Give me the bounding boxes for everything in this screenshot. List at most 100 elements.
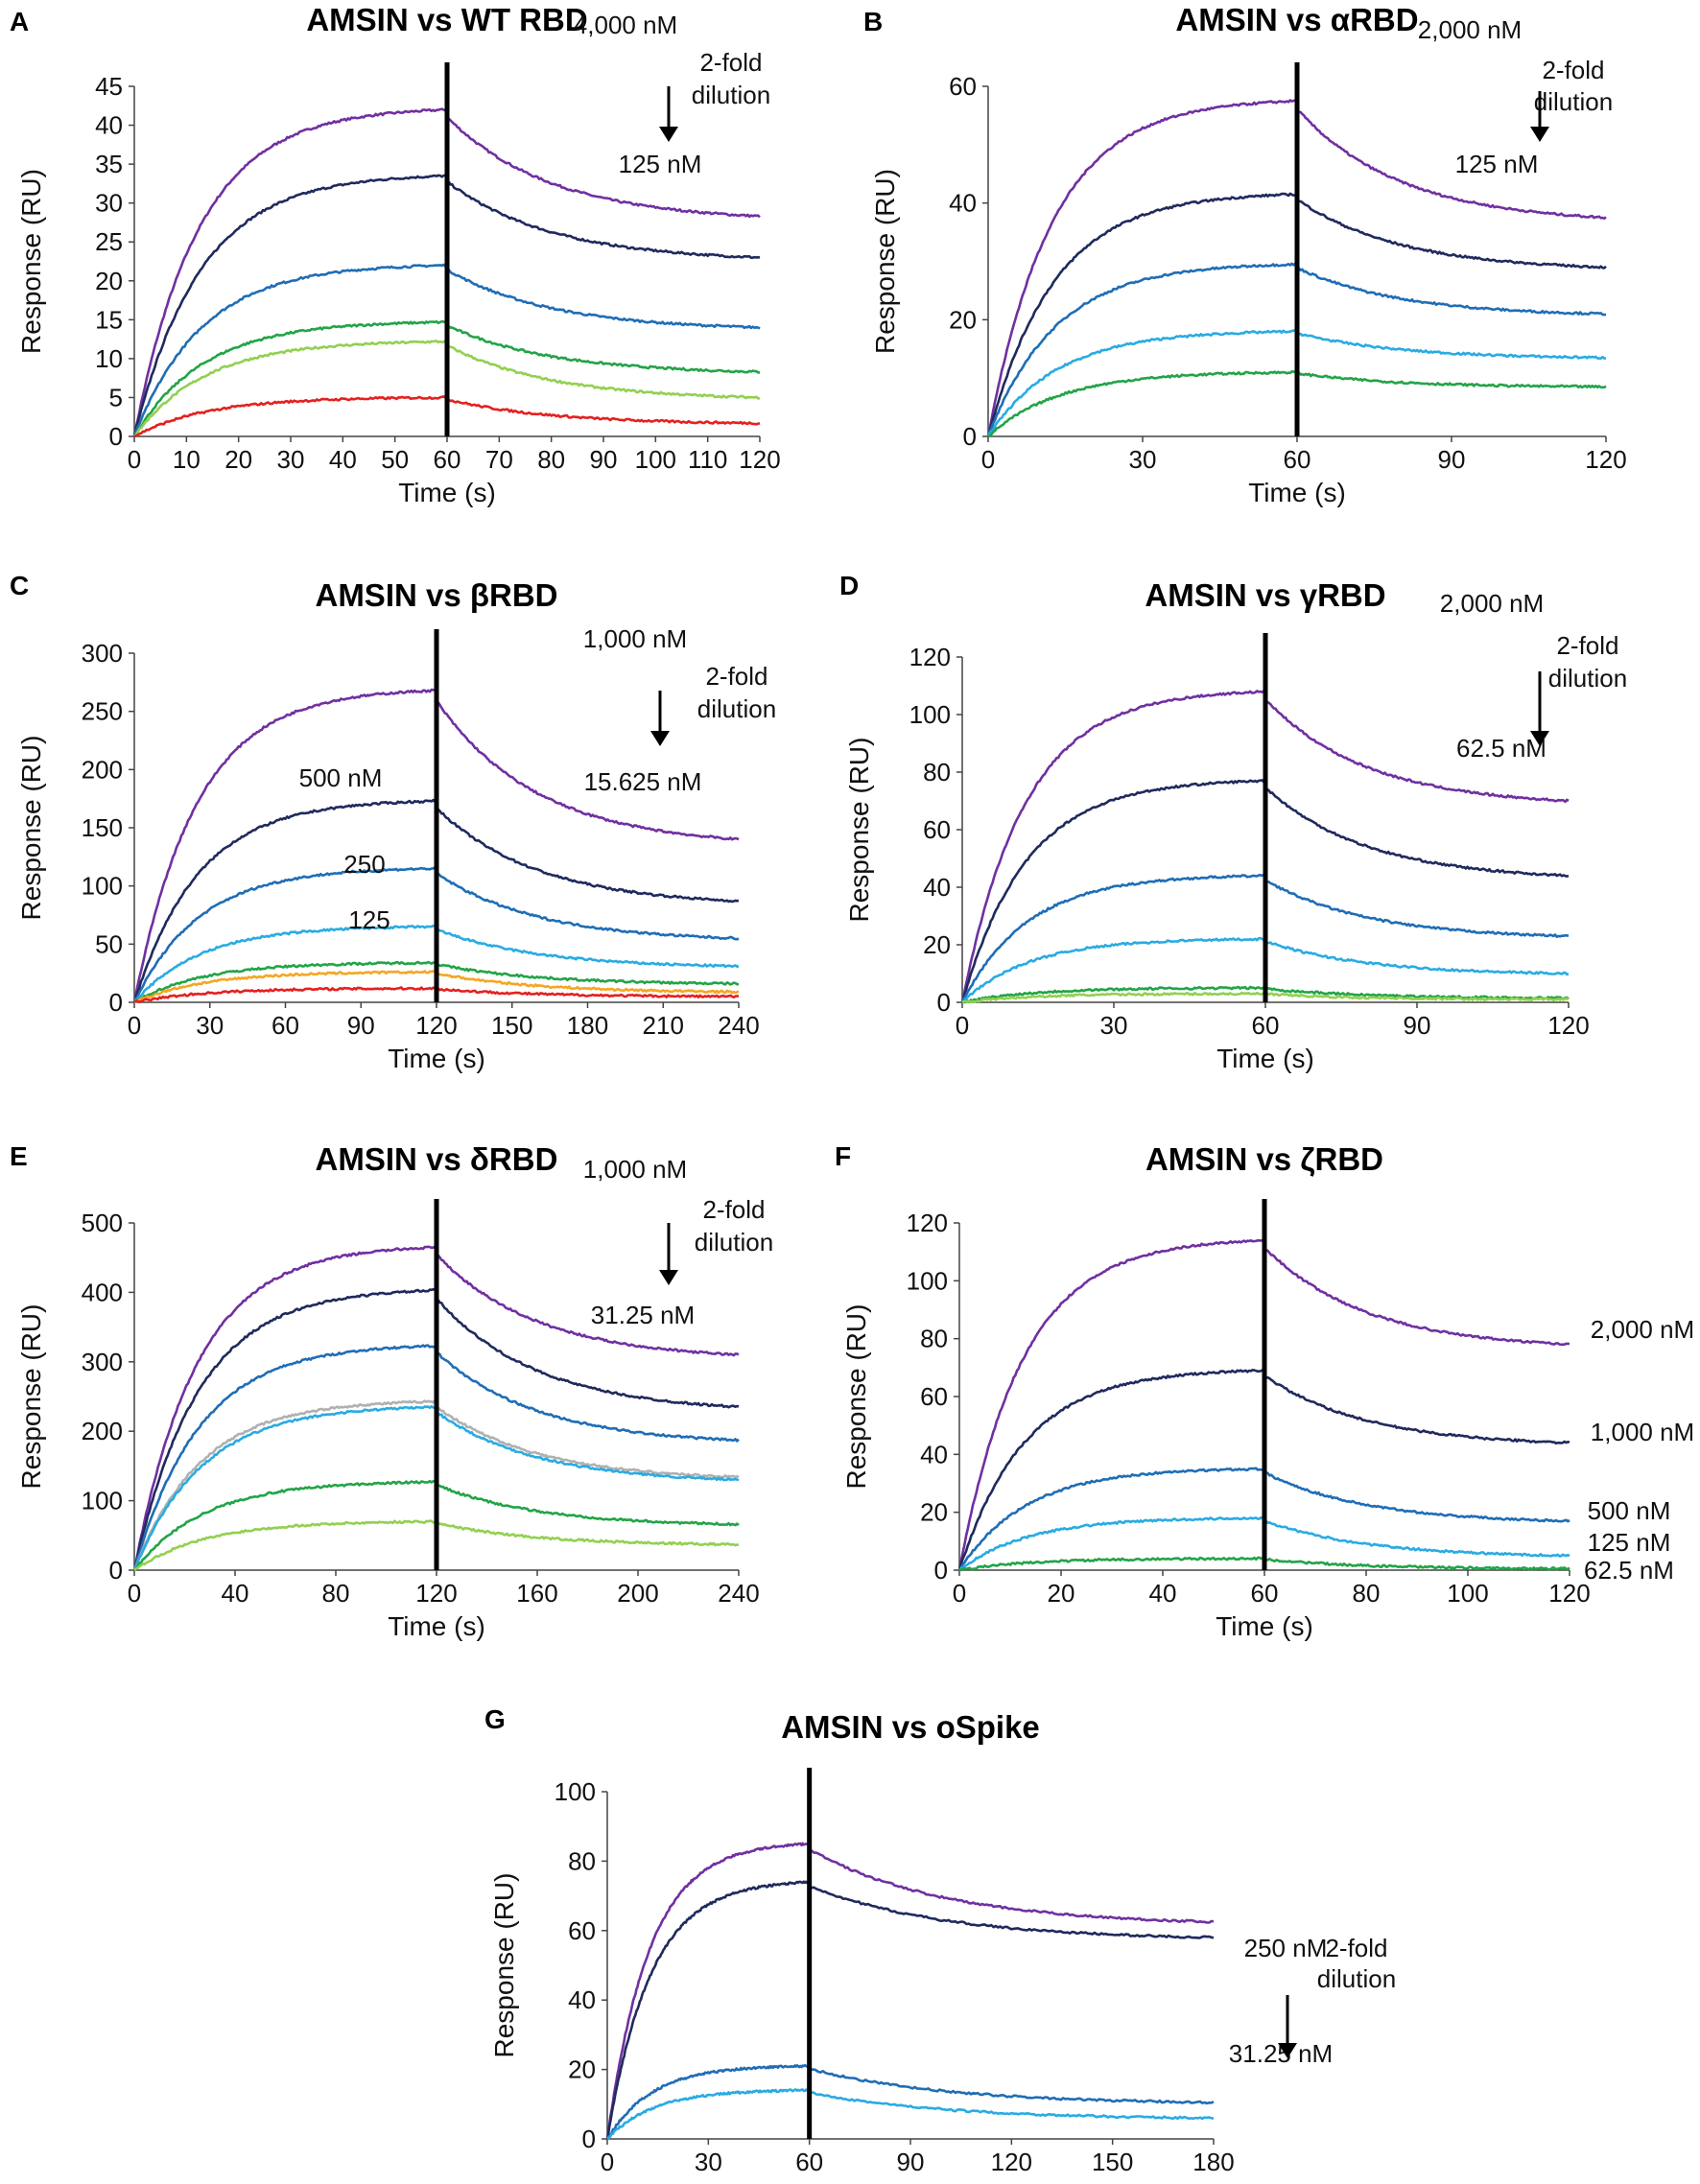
panel-letter: F bbox=[835, 1141, 851, 1171]
y-tick-label: 25 bbox=[95, 227, 123, 256]
x-tick-label: 210 bbox=[643, 1011, 684, 1040]
annotation: 2,000 nM bbox=[1591, 1315, 1694, 1344]
x-tick-label: 0 bbox=[956, 1011, 969, 1040]
y-tick-label: 0 bbox=[109, 988, 123, 1017]
x-tick-label: 180 bbox=[567, 1011, 608, 1040]
y-tick-label: 60 bbox=[923, 815, 951, 844]
chart-title: AMSIN vs βRBD bbox=[315, 577, 557, 613]
x-tick-label: 0 bbox=[953, 1579, 966, 1608]
annotation: 2-fold bbox=[1325, 1934, 1387, 1962]
annotation: 2,000 nM bbox=[1418, 15, 1522, 44]
x-axis-title: Time (s) bbox=[1216, 1611, 1313, 1641]
annotation: 31.25 nM bbox=[591, 1301, 695, 1329]
annotation: 250 bbox=[343, 850, 385, 879]
y-tick-label: 35 bbox=[95, 150, 123, 178]
y-axis-title: Response (RU) bbox=[841, 1304, 871, 1490]
y-tick-label: 120 bbox=[907, 1209, 948, 1237]
x-tick-label: 40 bbox=[222, 1579, 249, 1608]
x-axis-title: Time (s) bbox=[1248, 478, 1346, 507]
x-tick-label: 160 bbox=[516, 1579, 557, 1608]
annotation: 15.625 nM bbox=[584, 767, 702, 796]
annotation: 2-fold bbox=[702, 1195, 765, 1224]
x-tick-label: 60 bbox=[272, 1011, 299, 1040]
x-tick-label: 70 bbox=[485, 445, 513, 474]
x-tick-label: 120 bbox=[1585, 445, 1626, 474]
x-axis-title: Time (s) bbox=[388, 1611, 485, 1641]
x-tick-label: 200 bbox=[617, 1579, 658, 1608]
y-tick-label: 40 bbox=[949, 189, 977, 218]
x-tick-label: 240 bbox=[718, 1011, 759, 1040]
dilution-arrow-head bbox=[1530, 731, 1549, 746]
y-axis-title: Response (RU) bbox=[844, 738, 874, 923]
chart-title: AMSIN vs WT RBD bbox=[306, 2, 587, 37]
x-axis-title: Time (s) bbox=[1216, 1044, 1314, 1073]
y-tick-label: 200 bbox=[82, 755, 123, 784]
x-tick-label: 100 bbox=[1447, 1579, 1488, 1608]
y-tick-label: 5 bbox=[109, 383, 123, 411]
y-tick-label: 200 bbox=[82, 1417, 123, 1445]
x-tick-label: 10 bbox=[173, 445, 201, 474]
y-tick-label: 100 bbox=[555, 1777, 596, 1806]
x-tick-label: 0 bbox=[981, 445, 995, 474]
series-line bbox=[606, 2088, 1215, 2140]
x-tick-label: 120 bbox=[739, 445, 780, 474]
x-tick-label: 30 bbox=[695, 2148, 722, 2176]
x-tick-label: 110 bbox=[688, 445, 727, 474]
series-line bbox=[605, 2063, 1215, 2140]
y-tick-label: 60 bbox=[568, 1916, 596, 1945]
y-tick-label: 300 bbox=[82, 639, 123, 668]
panel-letter: D bbox=[839, 571, 859, 600]
chart-title: AMSIN vs γRBD bbox=[1145, 577, 1385, 613]
x-tick-label: 0 bbox=[128, 1579, 141, 1608]
x-tick-label: 30 bbox=[1129, 445, 1157, 474]
y-tick-label: 100 bbox=[907, 1266, 948, 1295]
x-tick-label: 80 bbox=[537, 445, 565, 474]
panel-E: E AMSIN vs δRBD 0 100 200 300 400 500 0 40 80 120 16… bbox=[10, 1141, 773, 1641]
y-tick-label: 20 bbox=[920, 1498, 948, 1527]
panel-letter: G bbox=[484, 1704, 506, 1734]
panel-F: F AMSIN vs ζRBD 0 20 40 60 80 100 120 0 20 40 60 80 10… bbox=[835, 1141, 1694, 1641]
annotation: 1,000 nM bbox=[583, 1155, 687, 1184]
x-tick-label: 120 bbox=[415, 1579, 457, 1608]
panel-D: D AMSIN vs γRBD 0 20 40 60 80 100 120 0 30 60 90 120 T… bbox=[839, 571, 1627, 1073]
annotation: 2,000 nM bbox=[1440, 589, 1544, 618]
panel-letter: B bbox=[863, 7, 883, 36]
x-tick-label: 60 bbox=[795, 2148, 823, 2176]
x-tick-label: 30 bbox=[196, 1011, 224, 1040]
chart-title: AMSIN vs ζRBD bbox=[1145, 1141, 1383, 1177]
panel-G: G AMSIN vs oSpike 0 20 40 60 80 100 0 30 60 90 120 15… bbox=[484, 1704, 1396, 2184]
chart-title: AMSIN vs αRBD bbox=[1175, 2, 1418, 37]
x-tick-label: 120 bbox=[1547, 1011, 1589, 1040]
annotation: dilution bbox=[1317, 1964, 1396, 1993]
y-tick-label: 100 bbox=[82, 1487, 123, 1515]
annotation: dilution bbox=[1548, 664, 1627, 693]
annotation: dilution bbox=[1534, 87, 1613, 116]
x-tick-label: 30 bbox=[277, 445, 305, 474]
panel-letter: E bbox=[10, 1141, 28, 1171]
annotation: 500 nM bbox=[299, 763, 383, 792]
annotation: 2-fold bbox=[1542, 56, 1604, 84]
y-tick-label: 80 bbox=[923, 758, 951, 787]
dilution-arrow-head bbox=[1530, 127, 1549, 142]
x-tick-label: 100 bbox=[635, 445, 676, 474]
annotation: 4,000 nM bbox=[574, 11, 677, 39]
y-tick-label: 60 bbox=[920, 1382, 948, 1411]
x-tick-label: 50 bbox=[381, 445, 409, 474]
y-tick-label: 100 bbox=[82, 872, 123, 901]
x-tick-label: 120 bbox=[991, 2148, 1032, 2176]
y-tick-label: 0 bbox=[109, 422, 123, 451]
x-tick-label: 0 bbox=[128, 445, 141, 474]
y-tick-label: 80 bbox=[568, 1846, 596, 1875]
y-tick-label: 10 bbox=[95, 344, 123, 373]
x-tick-label: 120 bbox=[1548, 1579, 1590, 1608]
dilution-arrow-head bbox=[1278, 2043, 1297, 2058]
y-tick-label: 0 bbox=[109, 1556, 123, 1585]
x-tick-label: 80 bbox=[322, 1579, 350, 1608]
dilution-arrow-head bbox=[650, 731, 670, 746]
series-line bbox=[605, 1842, 1215, 2140]
y-tick-label: 40 bbox=[920, 1440, 948, 1468]
annotation: 62.5 nM bbox=[1456, 734, 1547, 763]
y-tick-label: 40 bbox=[568, 1985, 596, 2014]
x-tick-label: 90 bbox=[1404, 1011, 1431, 1040]
y-tick-label: 20 bbox=[923, 930, 951, 959]
